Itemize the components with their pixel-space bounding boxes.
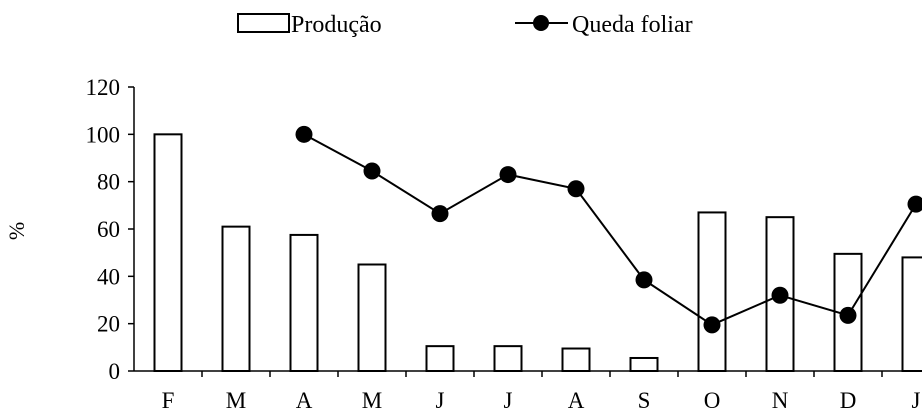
point-queda-foliar [431, 205, 449, 223]
bar-producao [153, 133, 183, 372]
x-tick-label: O [704, 388, 721, 410]
x-tick-label: J [912, 388, 921, 410]
point-queda-foliar [771, 286, 789, 304]
bar-producao [697, 211, 727, 372]
y-ticks: 0 20 40 60 80 100 120 [86, 75, 134, 384]
point-queda-foliar [635, 271, 653, 289]
bar-producao [629, 356, 659, 373]
point-queda-foliar [363, 162, 381, 180]
y-tick-label: 80 [97, 170, 120, 195]
bar-producao [221, 225, 251, 372]
y-tick-label: 40 [97, 264, 120, 289]
bar-producao [901, 256, 922, 372]
x-tick-label: F [162, 388, 175, 410]
bar-producao [425, 345, 455, 372]
x-tick-label: J [504, 388, 513, 410]
point-queda-foliar [907, 195, 922, 213]
y-tick-label: 20 [97, 312, 120, 337]
point-queda-foliar [703, 316, 721, 334]
y-tick-label: 60 [97, 217, 120, 242]
y-tick-label: 100 [86, 122, 121, 147]
legend-line-label: Queda foliar [572, 12, 693, 38]
bar-producao [561, 347, 591, 372]
x-tick-label: M [226, 388, 246, 410]
legend-bar-label: Produção [291, 12, 382, 38]
line-series [295, 125, 922, 334]
y-tick-label: 0 [109, 359, 121, 384]
x-tick-label: N [772, 388, 789, 410]
legend-line-marker [533, 15, 549, 31]
bar-producao [493, 345, 523, 372]
bar-producao [765, 216, 795, 372]
x-tick-label: J [436, 388, 445, 410]
axes [133, 87, 922, 372]
x-tick-label: S [638, 388, 651, 410]
bars [153, 133, 922, 373]
point-queda-foliar [499, 166, 517, 184]
point-queda-foliar [295, 125, 313, 143]
point-queda-foliar [567, 180, 585, 198]
y-tick-label: 120 [86, 75, 121, 100]
x-tick-label: M [362, 388, 382, 410]
legend: Produção Queda foliar [237, 12, 693, 38]
bar-producao [289, 233, 319, 372]
x-tick-label: A [296, 388, 313, 410]
line-queda-foliar [303, 133, 917, 326]
point-queda-foliar [839, 306, 857, 324]
legend-bar-swatch [237, 13, 290, 33]
y-axis-label: % [4, 222, 29, 240]
x-tick-label: A [568, 388, 585, 410]
x-tick-label: D [840, 388, 857, 410]
bar-producao [357, 263, 387, 372]
